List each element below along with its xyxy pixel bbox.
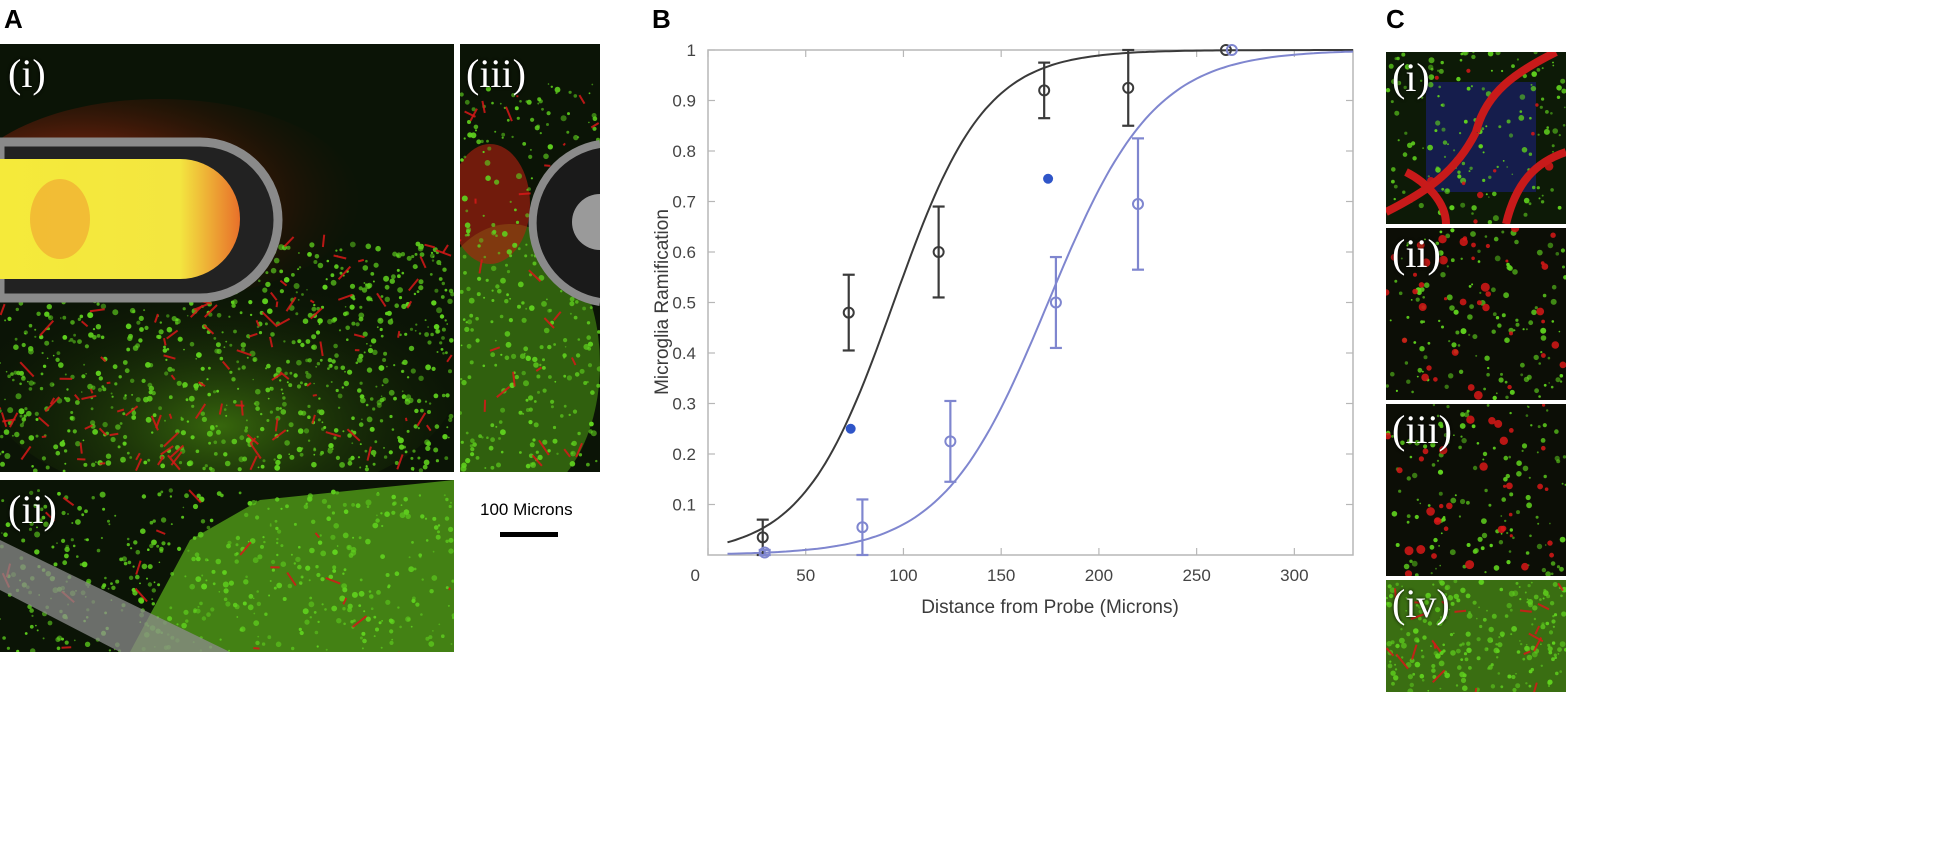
panel-c-i-label: (i): [1392, 55, 1430, 100]
panel-c-iv-texture: [1386, 580, 1566, 692]
series-1-point: [932, 246, 945, 258]
panel-a-ii-texture: [0, 488, 454, 652]
series-2-point: [1225, 44, 1238, 56]
series-2-point: [1132, 198, 1144, 211]
series-2-point: [1049, 296, 1062, 309]
y-tick-label: 0.7: [672, 193, 696, 212]
y-tick-label: 0.1: [672, 496, 696, 515]
panel-c-iv-label: (iv): [1392, 581, 1450, 626]
panel-a-i-label: (i): [8, 51, 46, 96]
series-1-fit-line: [727, 49, 1353, 544]
panel-c-ii-texture: [1386, 228, 1566, 400]
x-tick-label: 200: [1085, 566, 1113, 585]
panel-a-ii-microscopy: [0, 480, 454, 652]
panel-c-iv-microscopy: [1386, 580, 1566, 692]
scale-bar-label: 100 Microns: [480, 500, 573, 519]
y-tick-label: 1: [687, 41, 696, 60]
panel-c-i-image: (i): [1386, 52, 1566, 224]
panel-c-iv-image: (iv): [1386, 580, 1566, 692]
scale-bar: [500, 532, 558, 537]
panel-c-ii-image: (ii): [1386, 228, 1566, 400]
panel-letter-c: C: [1386, 4, 1405, 34]
x-axis-label: Distance from Probe (Microns): [921, 597, 1179, 618]
panel-a-iii-microscopy: [460, 44, 600, 472]
y-tick-label: 0.9: [672, 92, 696, 111]
y-axis-label: Microglia Ramification: [652, 209, 673, 395]
y-tick-label: 0.3: [672, 395, 696, 414]
series-2-point: [758, 546, 771, 559]
series-1-point: [842, 306, 855, 319]
y-tick-label: 0.8: [672, 142, 696, 161]
panel-c-iii-microscopy: [1386, 404, 1566, 576]
panel-letter-b: B: [652, 4, 671, 34]
x-tick-label: 50: [796, 566, 815, 585]
panel-c-iii-label: (iii): [1392, 407, 1452, 452]
x-tick-label: 250: [1182, 566, 1210, 585]
y-tick-label: 0.4: [672, 344, 696, 363]
y-tick-label: 0.5: [672, 294, 696, 313]
x-tick-label: 150: [987, 566, 1015, 585]
panel-a-i-microscopy: [0, 44, 454, 472]
series-1-point: [1219, 44, 1232, 56]
series-2-fit-line: [727, 50, 1354, 555]
panel-a-iii-image: (iii): [460, 44, 600, 472]
y-tick-label: 0.6: [672, 243, 696, 262]
x-tick-label: 300: [1280, 566, 1308, 585]
series-1-point: [1038, 84, 1051, 97]
ramification-chart: 0.1 0.2 0.3 0.4 0.5 0.6 0.7 0.8 0.9 1 0 50 100 150 20…: [652, 41, 1354, 618]
panel-a-ii-label: (ii): [8, 487, 57, 532]
x-tick-label: 0: [691, 566, 700, 585]
series-2-point: [856, 521, 869, 534]
panel-c-ii-label: (ii): [1392, 231, 1441, 276]
panel-letter-a: A: [4, 4, 23, 34]
series-1-point: [756, 531, 769, 544]
plot-area-frame: [707, 49, 1354, 556]
panel-a-iii-label: (iii): [466, 51, 526, 96]
series-2-point: [944, 435, 957, 448]
panel-c-i-microscopy: [1386, 52, 1566, 224]
panel-c-iii-image: (iii): [1386, 404, 1566, 576]
y-tick-label: 0.2: [672, 445, 696, 464]
panel-a-ii-image: (ii): [0, 480, 454, 652]
panel-c-ii-microscopy: [1386, 228, 1566, 400]
panel-c-iii-texture: [1386, 404, 1566, 576]
asterisk-marker: [845, 423, 856, 434]
series-1-point: [1122, 81, 1135, 94]
x-tick-label: 100: [889, 566, 917, 585]
asterisk-marker: [1043, 173, 1054, 184]
panel-a-i-image: (i): [0, 44, 454, 472]
